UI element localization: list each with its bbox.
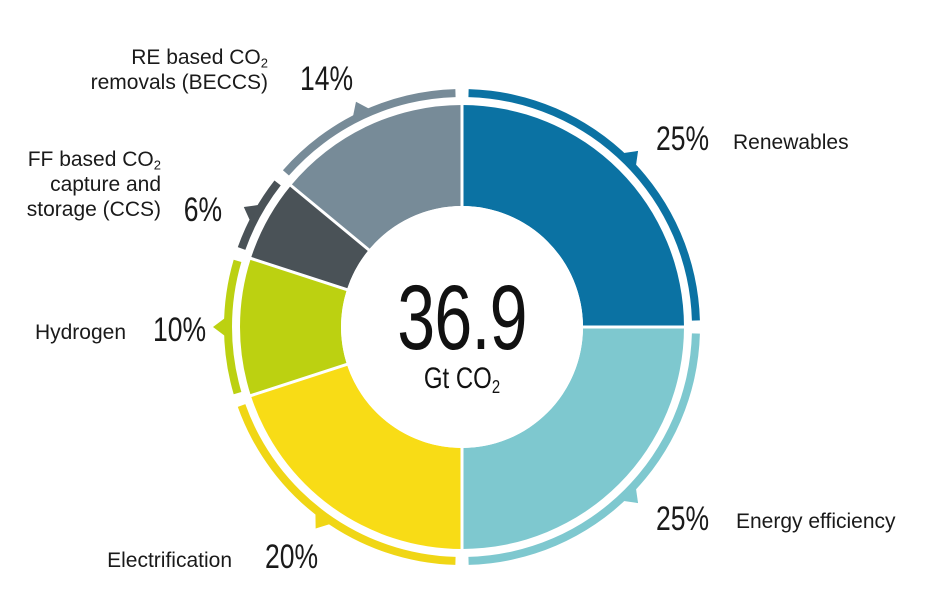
label-name-line: Hydrogen (34, 321, 126, 344)
label-name-renewables: Renewables (733, 130, 849, 155)
label-name-line: capture and (50, 173, 161, 196)
slice-hydrogen (240, 258, 347, 396)
center-unit-text: Gt CO (423, 362, 492, 395)
label-name-line: removals (BECCS) (90, 71, 268, 94)
ring-arc-hydrogen (223, 259, 242, 395)
label-percent-energy-efficiency: 25% (656, 500, 710, 538)
center-total-unit: Gt CO2 (366, 362, 558, 396)
donut-hole (341, 206, 583, 448)
label-name-line: Renewables (733, 131, 849, 154)
ring-arc-re-based-co2-removals-beccs (282, 89, 456, 176)
ring-pointer-hydrogen (213, 317, 226, 337)
slice-separator (275, 172, 371, 252)
center-unit-subscript: 2 (491, 376, 501, 398)
label-name-energy-efficiency: Energy efficiency (736, 509, 896, 534)
ring-pointer-electrification (315, 513, 331, 529)
ring-pointer-energy-efficiency (623, 488, 639, 504)
label-name-re-based-co2-removals-beccs: RE based CO2 removals (BECCS) (91, 45, 268, 95)
label-name-line: storage (CCS) (26, 198, 161, 221)
slice-renewables (462, 105, 684, 327)
slice-separator (232, 251, 349, 292)
label-name-line: RE based CO2 (131, 46, 268, 71)
ring-pointer-re-based-co2-removals-beccs (352, 101, 370, 117)
ring-arc-electrification (237, 404, 456, 565)
label-percent-hydrogen: 10% (152, 311, 206, 349)
slice-re-based-co2-removals-beccs (290, 105, 462, 250)
ring-arc-ff-based-co2-capture-and-storage-ccs (237, 180, 281, 250)
label-subscript: 2 (260, 55, 268, 71)
ring-pointer-renewables (623, 150, 639, 166)
label-name-electrification: Electrification (107, 548, 232, 573)
slice-separator (232, 362, 349, 403)
label-name-ff-based-co2-capture-and-storage-ccs: FF based CO2 capture and storage (CCS) (27, 147, 161, 222)
label-name-hydrogen: Hydrogen (35, 320, 126, 345)
slice-energy-efficiency (462, 327, 684, 549)
slice-ff-based-co2-capture-and-storage-ccs (250, 185, 369, 290)
label-percent-renewables: 25% (656, 120, 710, 158)
ring-pointer-ff-based-co2-capture-and-storage-ccs (243, 204, 259, 221)
center-total-value: 36.9 (397, 267, 527, 369)
label-percent-re-based-co2-removals-beccs: 14% (299, 60, 353, 98)
slice-electrification (250, 364, 462, 549)
label-name-line: Electrification (107, 549, 232, 572)
label-name-line: Energy efficiency (736, 510, 896, 533)
label-percent-ff-based-co2-capture-and-storage-ccs: 6% (183, 191, 222, 229)
label-percent-electrification: 20% (264, 538, 318, 576)
label-subscript: 2 (153, 157, 161, 173)
label-name-line: FF based CO2 (27, 148, 161, 173)
